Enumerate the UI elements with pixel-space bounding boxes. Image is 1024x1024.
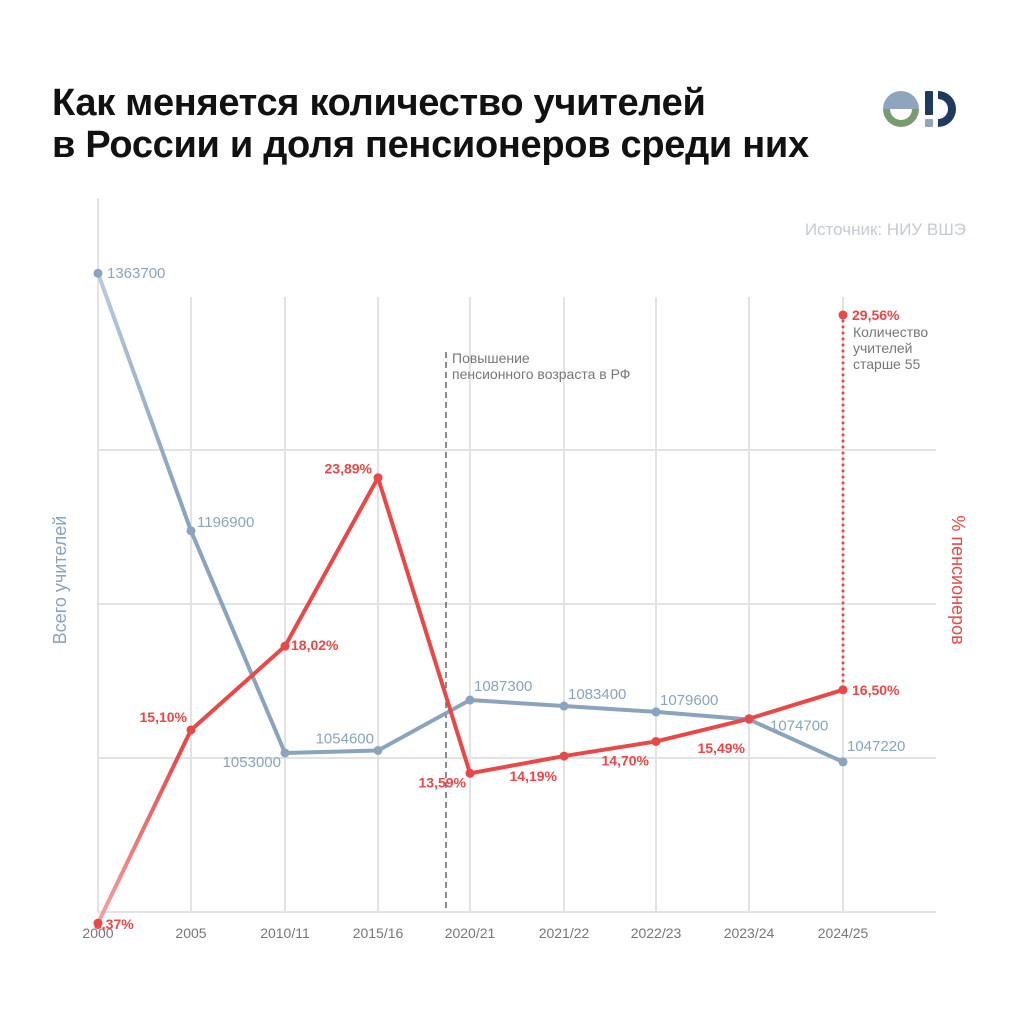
x-tick-label: 2010/11 xyxy=(260,925,310,941)
data-point-teachers xyxy=(651,707,661,717)
data-point-teachers xyxy=(186,526,196,536)
data-label-teachers: 1363700 xyxy=(107,265,165,282)
data-point-teachers xyxy=(280,748,290,758)
series-line-pension xyxy=(189,475,845,776)
data-label-teachers: 1053000 xyxy=(223,754,281,771)
data-point-pension xyxy=(651,736,661,746)
series-line-teachers xyxy=(189,528,845,764)
annotation-text: пенсионного возраста в РФ xyxy=(452,366,630,382)
eh-logo-icon xyxy=(883,91,956,127)
data-point-pension xyxy=(93,918,103,928)
data-point-pension xyxy=(280,641,290,651)
x-tick-label: 2005 xyxy=(175,925,206,941)
data-point-pension xyxy=(465,768,475,778)
data-point-pension xyxy=(373,473,383,483)
x-tick-label: 2020/21 xyxy=(445,925,496,941)
x-tick-label: 2000 xyxy=(82,925,113,941)
data-point-teachers xyxy=(373,745,383,755)
data-label-pension: 18,02% xyxy=(291,637,339,653)
x-tick-label: 2023/24 xyxy=(724,925,775,941)
data-point-over55 xyxy=(838,310,848,320)
extra-point-note: Количество xyxy=(853,324,928,340)
data-label-teachers: 1087300 xyxy=(474,678,532,695)
title-line-2: в России и доля пенсионеров среди них xyxy=(52,124,809,166)
data-point-pension xyxy=(838,685,848,695)
data-label-pension: 16,50% xyxy=(852,682,900,698)
page-title: Как меняется количество учителей в Росси… xyxy=(52,82,872,166)
data-label-pension: 14,70% xyxy=(602,752,650,768)
data-label-teachers: 1074700 xyxy=(770,717,828,734)
data-point-teachers xyxy=(838,757,848,767)
y-axis-left-label: Всего учителей xyxy=(50,516,70,645)
data-label-teachers: 1079600 xyxy=(660,692,718,709)
x-tick-label: 2022/23 xyxy=(631,925,682,941)
annotation-text: Повышение xyxy=(452,350,530,366)
data-point-teachers xyxy=(93,268,103,278)
source-note: Источник: НИУ ВШЭ xyxy=(804,220,966,239)
y-axis-right-label: % пенсионеров xyxy=(948,515,968,644)
data-point-pension xyxy=(744,714,754,724)
series-line-pension-start xyxy=(96,727,193,926)
data-label-pension: 14,19% xyxy=(510,768,558,784)
data-label-teachers: 1047220 xyxy=(847,738,905,755)
data-label-teachers: 1083400 xyxy=(568,686,626,703)
data-point-teachers xyxy=(465,695,475,705)
data-label-pension: 15,10% xyxy=(140,709,188,725)
data-label-pension: 15,49% xyxy=(698,740,746,756)
data-point-pension xyxy=(559,751,569,761)
extra-point-note: старше 55 xyxy=(853,356,921,372)
data-label-pension: 23,89% xyxy=(325,461,373,477)
data-label-teachers: 1196900 xyxy=(197,514,254,531)
data-point-teachers xyxy=(559,701,569,711)
series-line-teachers-start xyxy=(96,271,193,533)
title-line-1: Как меняется количество учителей xyxy=(52,82,706,124)
extra-point-note: учителей xyxy=(853,340,912,356)
x-tick-label: 2021/22 xyxy=(539,925,590,941)
data-point-pension xyxy=(186,725,196,735)
data-label-pension: 8,37% xyxy=(94,916,134,932)
x-tick-label: 2015/16 xyxy=(353,925,404,941)
data-label-pension: 13,59% xyxy=(419,774,467,790)
x-tick-label: 2024/25 xyxy=(818,925,869,941)
data-label-teachers: 1054600 xyxy=(316,730,374,747)
data-label-over55: 29,56% xyxy=(852,307,900,323)
